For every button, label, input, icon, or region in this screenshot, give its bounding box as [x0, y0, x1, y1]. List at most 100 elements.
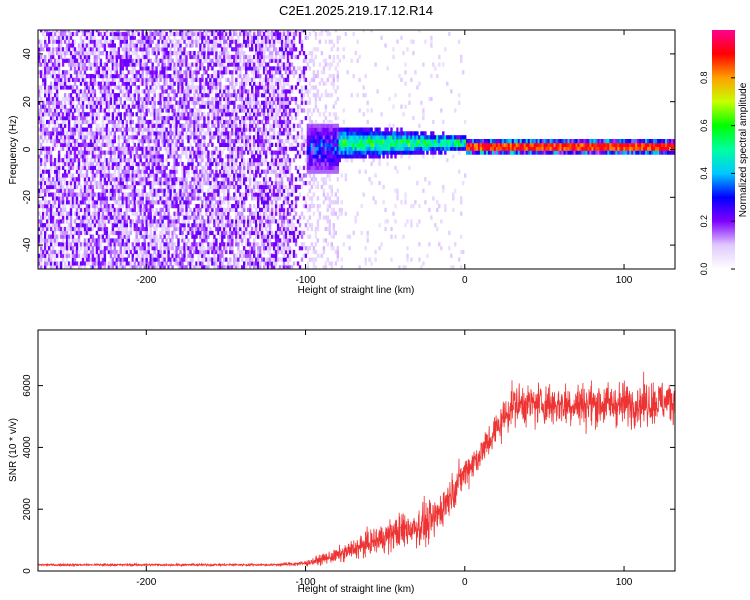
heatmap-cell [241, 207, 244, 212]
heatmap-cell [193, 119, 196, 125]
heatmap-cell [135, 123, 138, 128]
heatmap-cell [141, 181, 144, 186]
heatmap-cell [91, 150, 95, 155]
heatmap-cell [217, 184, 220, 190]
heatmap-cell [161, 165, 164, 170]
heatmap-cell [167, 146, 170, 151]
heatmap-cell [151, 253, 154, 258]
heatmap-cell [231, 181, 234, 186]
heatmap-cell [207, 223, 210, 228]
heatmap-cell [153, 131, 156, 136]
heatmap-cell [83, 96, 87, 102]
heatmap-cell [229, 131, 232, 136]
heatmap-cell [209, 161, 212, 167]
heatmap-cell [231, 131, 234, 136]
heatmap-cell [157, 192, 160, 197]
heatmap-cell [209, 219, 212, 224]
heatmap-cell [217, 181, 220, 186]
heatmap-cell [211, 215, 214, 220]
heatmap-cell [199, 265, 202, 269]
heatmap-cell [161, 196, 164, 201]
heatmap-cell [125, 261, 128, 266]
heatmap-cell [177, 219, 180, 224]
heatmap-cell [81, 31, 85, 37]
heatmap-cell [217, 246, 220, 251]
heatmap-cell [145, 100, 148, 105]
heatmap-cell [127, 158, 130, 163]
heatmap-cell [55, 77, 59, 82]
heatmap-cell [57, 223, 61, 228]
heatmap-cell [103, 257, 107, 262]
heatmap-cell [221, 219, 224, 224]
heatmap-cell [143, 204, 146, 209]
heatmap-cell [123, 74, 126, 79]
heatmap-cell [149, 211, 152, 216]
heatmap-cell [197, 146, 200, 151]
heatmap-cell [153, 219, 156, 224]
heatmap-cell [125, 242, 128, 247]
heatmap-cell [83, 207, 87, 212]
heatmap-cell [135, 242, 138, 247]
heatmap-cell [79, 43, 83, 48]
heatmap-cell [217, 31, 220, 37]
heatmap-cell [40, 253, 43, 258]
heatmap-cell [133, 51, 136, 56]
heatmap-cell [233, 196, 236, 201]
heatmap-cell [143, 230, 146, 235]
heatmap-cell [87, 146, 91, 151]
heatmap-cell [129, 39, 132, 44]
heatmap-cell [223, 196, 226, 201]
heatmap-cell [153, 230, 156, 235]
heatmap-cell [107, 242, 111, 247]
heatmap-cell [44, 169, 47, 174]
heatmap-cell [85, 204, 89, 209]
heatmap-cell [191, 158, 194, 163]
heatmap-cell [253, 62, 256, 67]
heatmap-cell [137, 173, 140, 178]
heatmap-cell [55, 165, 59, 170]
heatmap-cell [123, 58, 126, 63]
heatmap-cell [123, 139, 126, 144]
heatmap-cell [235, 188, 238, 193]
heatmap-cell [169, 242, 172, 247]
heatmap-cell [135, 253, 138, 258]
heatmap-cell [195, 158, 198, 163]
heatmap-cell [147, 81, 150, 86]
heatmap-cell [215, 51, 218, 56]
heatmap-cell [53, 173, 57, 178]
heatmap-cell [105, 207, 109, 212]
heatmap-cell [213, 184, 216, 190]
heatmap-cell [143, 265, 146, 269]
heatmap-cell [85, 74, 89, 79]
heatmap-cell [235, 234, 238, 239]
heatmap-cell [227, 181, 230, 186]
heatmap-cell [227, 31, 230, 37]
heatmap-cell [203, 54, 206, 60]
heatmap-cell [59, 31, 63, 37]
heatmap-cell [201, 173, 204, 178]
heatmap-cell [239, 74, 242, 79]
heatmap-cell [183, 104, 186, 109]
heatmap-cell [155, 47, 158, 52]
heatmap-cell [111, 93, 115, 98]
heatmap-cell [97, 131, 101, 136]
heatmap-cell [87, 204, 91, 209]
heatmap-cell [117, 108, 120, 113]
heatmap-cell [141, 39, 144, 44]
heatmap-cell [225, 181, 228, 186]
heatmap-cell [239, 196, 242, 201]
heatmap-cell [167, 226, 170, 232]
heatmap-cell [67, 150, 71, 155]
heatmap-cell [221, 223, 224, 228]
heatmap-cell [137, 196, 140, 201]
heatmap-cell [211, 85, 214, 90]
heatmap-cell [217, 154, 220, 159]
heatmap-cell [143, 66, 146, 71]
heatmap-cell [67, 39, 71, 44]
heatmap-cell [157, 131, 160, 136]
heatmap-cell [139, 139, 142, 144]
heatmap-cell [127, 165, 130, 170]
heatmap-cell [249, 169, 252, 174]
heatmap-cell [95, 54, 99, 60]
heatmap-cell [91, 249, 95, 255]
